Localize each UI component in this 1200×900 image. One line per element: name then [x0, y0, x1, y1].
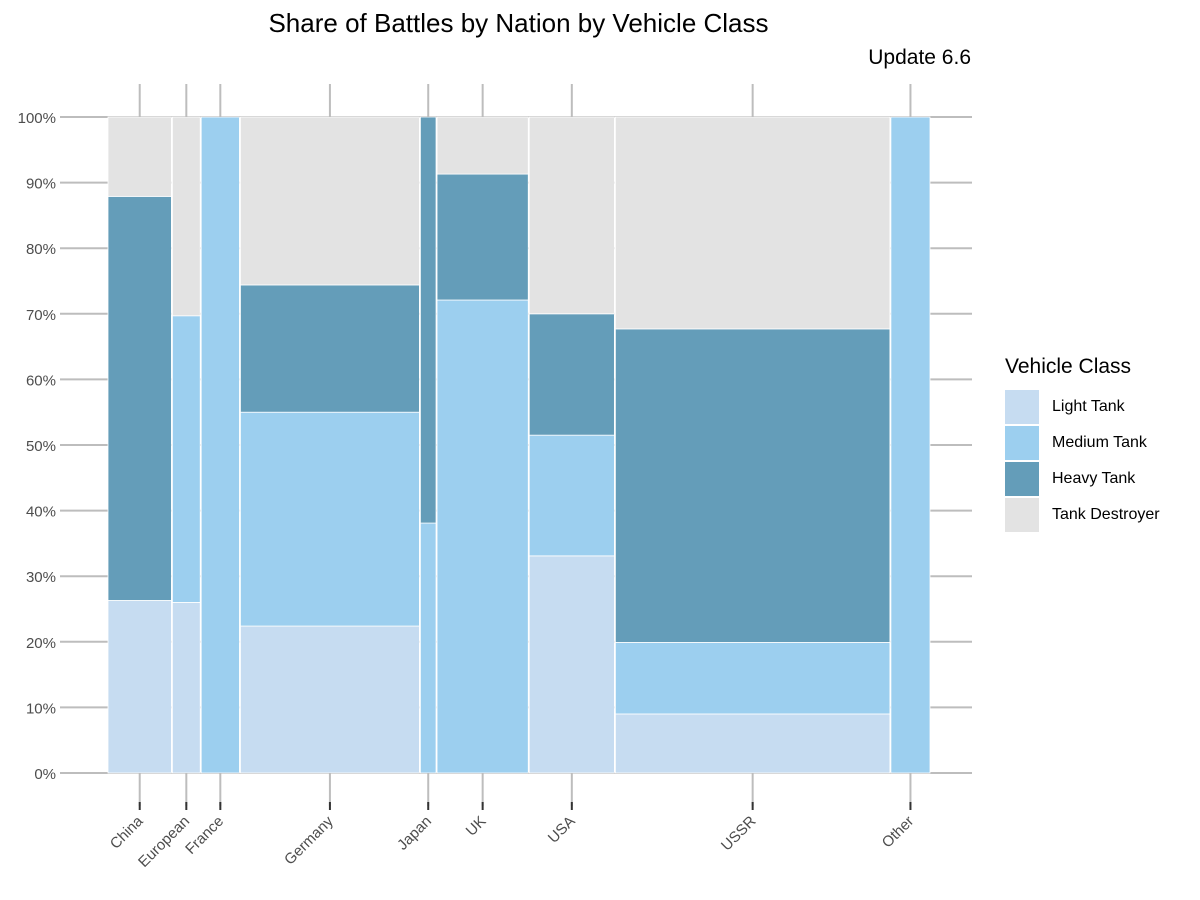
mosaic-cell-germany-medium-tank: [240, 411, 420, 627]
legend-swatch-heavy-tank: [1005, 462, 1039, 496]
y-tick-label: 80%: [26, 241, 56, 258]
legend-label-heavy-tank: Heavy Tank: [1052, 470, 1136, 487]
mosaic-cell-other-medium-tank: [890, 116, 931, 774]
legend-item-light-tank: Light Tank: [1005, 389, 1160, 425]
mosaic-cell-ussr-light-tank: [614, 713, 891, 774]
x-tick-label-other: Other: [879, 813, 918, 852]
mosaic-cell-usa-medium-tank: [528, 434, 615, 557]
y-tick-label: 60%: [26, 372, 56, 389]
mosaic-cell-china-light-tank: [107, 600, 172, 774]
chart-subtitle: Update 6.6: [868, 46, 971, 69]
mosaic-cell-ussr-tank-destroyer: [614, 116, 891, 330]
legend-swatch-light-tank: [1005, 390, 1039, 424]
legend-label-tank-destroyer: Tank Destroyer: [1052, 506, 1160, 523]
y-tick-label: 100%: [18, 110, 56, 127]
mosaic-cell-germany-light-tank: [240, 625, 420, 774]
y-tick-label: 0%: [34, 766, 56, 783]
mosaic-cell-usa-light-tank: [528, 555, 615, 774]
legend-item-medium-tank: Medium Tank: [1005, 425, 1160, 461]
mosaic-cell-france-medium-tank: [200, 116, 240, 774]
legend-swatch-medium-tank: [1005, 426, 1039, 460]
mosaic-cell-ussr-medium-tank: [614, 642, 891, 715]
x-tick-label-germany: Germany: [281, 812, 337, 868]
x-tick-label-china: China: [107, 812, 147, 852]
y-tick-label: 30%: [26, 569, 56, 586]
mosaic-cell-germany-tank-destroyer: [240, 116, 420, 286]
legend-label-medium-tank: Medium Tank: [1052, 434, 1147, 451]
mosaic-cell-japan-heavy-tank: [419, 116, 437, 524]
x-tick-label-france: France: [182, 813, 227, 858]
mosaic-cell-european-medium-tank: [172, 315, 201, 603]
legend-item-heavy-tank: Heavy Tank: [1005, 461, 1160, 497]
mosaic-cell-japan-medium-tank: [419, 522, 437, 774]
y-tick-label: 20%: [26, 635, 56, 652]
mosaic-cell-uk-tank-destroyer: [436, 116, 529, 175]
legend-swatch-tank-destroyer: [1005, 498, 1039, 532]
x-tick-label-ussr: USSR: [718, 813, 760, 855]
x-tick-label-japan: Japan: [394, 813, 435, 854]
legend-label-light-tank: Light Tank: [1052, 398, 1125, 415]
x-tick-label-uk: UK: [463, 813, 490, 840]
y-tick-label: 90%: [26, 176, 56, 193]
x-tick-label-usa: USA: [545, 813, 579, 847]
mosaic-cell-uk-medium-tank: [436, 299, 529, 774]
legend-title: Vehicle Class: [1005, 355, 1132, 378]
legend: Vehicle Class Light Tank Medium Tank Hea…: [1005, 355, 1160, 533]
legend-item-tank-destroyer: Tank Destroyer: [1005, 497, 1160, 533]
x-tick-label-european: European: [135, 813, 193, 871]
y-tick-label: 10%: [26, 700, 56, 717]
mosaic-cell-ussr-heavy-tank: [614, 328, 891, 643]
mosaic-cell-china-heavy-tank: [107, 195, 172, 601]
y-tick-label: 70%: [26, 307, 56, 324]
mosaic-cell-usa-tank-destroyer: [528, 116, 615, 315]
mosaic-cell-china-tank-destroyer: [107, 116, 172, 197]
mosaic-cell-uk-heavy-tank: [436, 173, 529, 301]
y-tick-label: 50%: [26, 438, 56, 455]
mosaic-cell-european-tank-destroyer: [172, 116, 201, 317]
chart-title: Share of Battles by Nation by Vehicle Cl…: [268, 8, 769, 38]
y-tick-label: 40%: [26, 504, 56, 521]
mosaic-cell-european-light-tank: [172, 602, 201, 774]
mosaic-cell-germany-heavy-tank: [240, 284, 420, 413]
mosaic-cell-usa-heavy-tank: [528, 313, 615, 436]
